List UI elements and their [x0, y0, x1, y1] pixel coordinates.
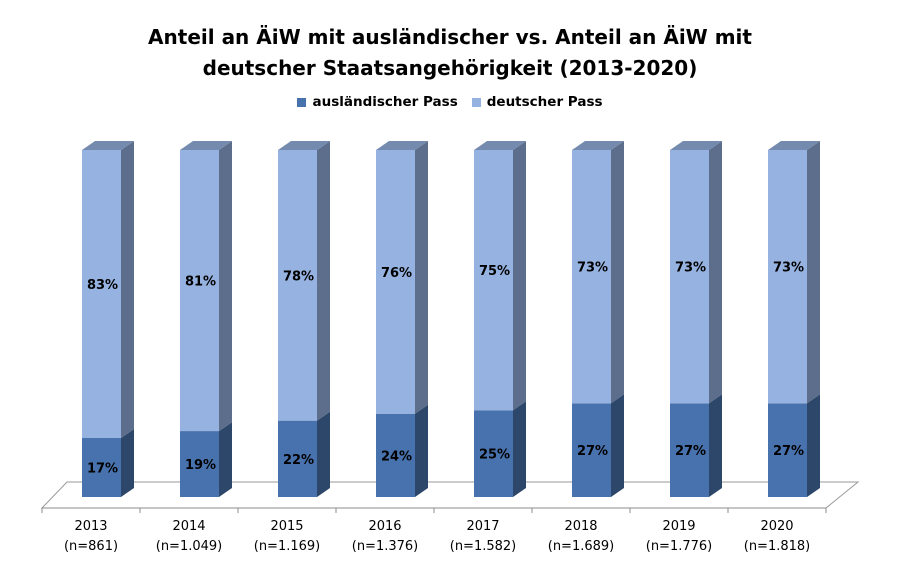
x-tick-sublabel-2016: (n=1.376): [352, 539, 419, 554]
bar-side-0-2015: [317, 411, 330, 497]
data-label-0-2013: 17%: [87, 462, 118, 477]
x-tick-sublabel-2015: (n=1.169): [254, 539, 321, 554]
data-label-1-2020: 73%: [773, 261, 804, 276]
bar-0-2016: [376, 413, 415, 497]
chart-title-line-1: Anteil an ÄiW mit ausländischer vs. Ante…: [148, 25, 752, 49]
bar-side-0-2017: [513, 401, 526, 497]
bar-top-2015: [278, 141, 330, 150]
x-tick-label-2015: 2015: [270, 519, 303, 534]
x-tick-label-2016: 2016: [368, 519, 401, 534]
bar-top-2014: [180, 141, 232, 150]
legend-item-deutsch: deutscher Pass: [471, 94, 603, 110]
bar-side-1-2019: [709, 141, 722, 404]
bar-side-1-2018: [611, 141, 624, 404]
bar-top-2017: [474, 141, 526, 150]
bar-0-2014: [180, 431, 219, 497]
x-tick-label-2014: 2014: [172, 519, 205, 534]
data-label-1-2016: 76%: [381, 266, 412, 281]
x-tick-label-2017: 2017: [466, 519, 499, 534]
legend-item-auslaendisch: ausländischer Pass: [297, 94, 458, 110]
bar-1-2014: [180, 150, 219, 432]
bar-side-0-2013: [121, 429, 134, 497]
x-tick-sublabel-2019: (n=1.776): [646, 539, 713, 554]
x-tick-label-2019: 2019: [662, 519, 695, 534]
x-tick-sublabel-2017: (n=1.582): [450, 539, 517, 554]
bar-side-1-2014: [219, 141, 232, 432]
data-label-0-2018: 27%: [577, 444, 608, 459]
x-tick-sublabel-2018: (n=1.689): [548, 539, 615, 554]
bar-top-2018: [572, 141, 624, 150]
data-label-0-2014: 19%: [185, 458, 216, 473]
chart-title-line-2: deutscher Staatsangehörigkeit (2013-2020…: [202, 56, 698, 80]
data-label-1-2017: 75%: [479, 264, 510, 279]
x-tick-label-2018: 2018: [564, 519, 597, 534]
x-tick-sublabel-2014: (n=1.049): [156, 539, 223, 554]
x-tick-sublabel-2020: (n=1.818): [744, 539, 811, 554]
chart-floor: [40, 481, 860, 509]
legend-swatch-auslaendisch: [297, 97, 307, 107]
legend-label-deutsch: deutscher Pass: [486, 94, 603, 110]
legend-swatch-deutsch: [471, 97, 481, 107]
data-label-1-2013: 83%: [87, 278, 118, 293]
bar-top-2019: [670, 141, 722, 150]
data-label-0-2020: 27%: [773, 444, 804, 459]
bar-side-1-2016: [415, 141, 428, 414]
data-label-0-2019: 27%: [675, 444, 706, 459]
data-label-1-2015: 78%: [283, 269, 314, 284]
bar-side-0-2019: [709, 394, 722, 497]
bar-side-1-2013: [121, 141, 134, 439]
x-tick-label-2020: 2020: [760, 519, 793, 534]
data-label-1-2014: 81%: [185, 275, 216, 290]
data-label-1-2019: 73%: [675, 261, 706, 276]
legend-label-auslaendisch: ausländischer Pass: [312, 94, 458, 110]
data-label-1-2018: 73%: [577, 261, 608, 276]
data-label-0-2015: 22%: [283, 453, 314, 468]
bar-top-2013: [82, 141, 134, 150]
bar-0-2013: [82, 438, 121, 497]
bar-side-0-2016: [415, 404, 428, 497]
bar-1-2016: [376, 150, 415, 414]
bar-side-0-2018: [611, 394, 624, 497]
bar-side-1-2015: [317, 141, 330, 421]
bar-0-2018: [572, 403, 611, 497]
legend: ausländischer Pass deutscher Pass: [0, 94, 900, 110]
bar-0-2017: [474, 410, 513, 497]
bar-1-2015: [278, 150, 317, 421]
bar-0-2020: [768, 403, 807, 497]
bar-top-2016: [376, 141, 428, 150]
bar-1-2018: [572, 150, 611, 404]
bar-1-2017: [474, 150, 513, 411]
bar-side-1-2017: [513, 141, 526, 411]
chart-title: Anteil an ÄiW mit ausländischer vs. Ante…: [0, 22, 900, 84]
bar-side-0-2014: [219, 422, 232, 497]
x-tick-label-2013: 2013: [74, 519, 107, 534]
bar-1-2020: [768, 150, 807, 404]
bar-0-2019: [670, 403, 709, 497]
bar-side-1-2020: [807, 141, 820, 404]
bar-top-2020: [768, 141, 820, 150]
x-tick-sublabel-2013: (n=861): [64, 539, 118, 554]
bar-1-2013: [82, 150, 121, 439]
bar-side-0-2020: [807, 394, 820, 497]
data-label-0-2017: 25%: [479, 448, 510, 463]
data-label-0-2016: 24%: [381, 449, 412, 464]
bar-0-2015: [278, 420, 317, 497]
bar-1-2019: [670, 150, 709, 404]
